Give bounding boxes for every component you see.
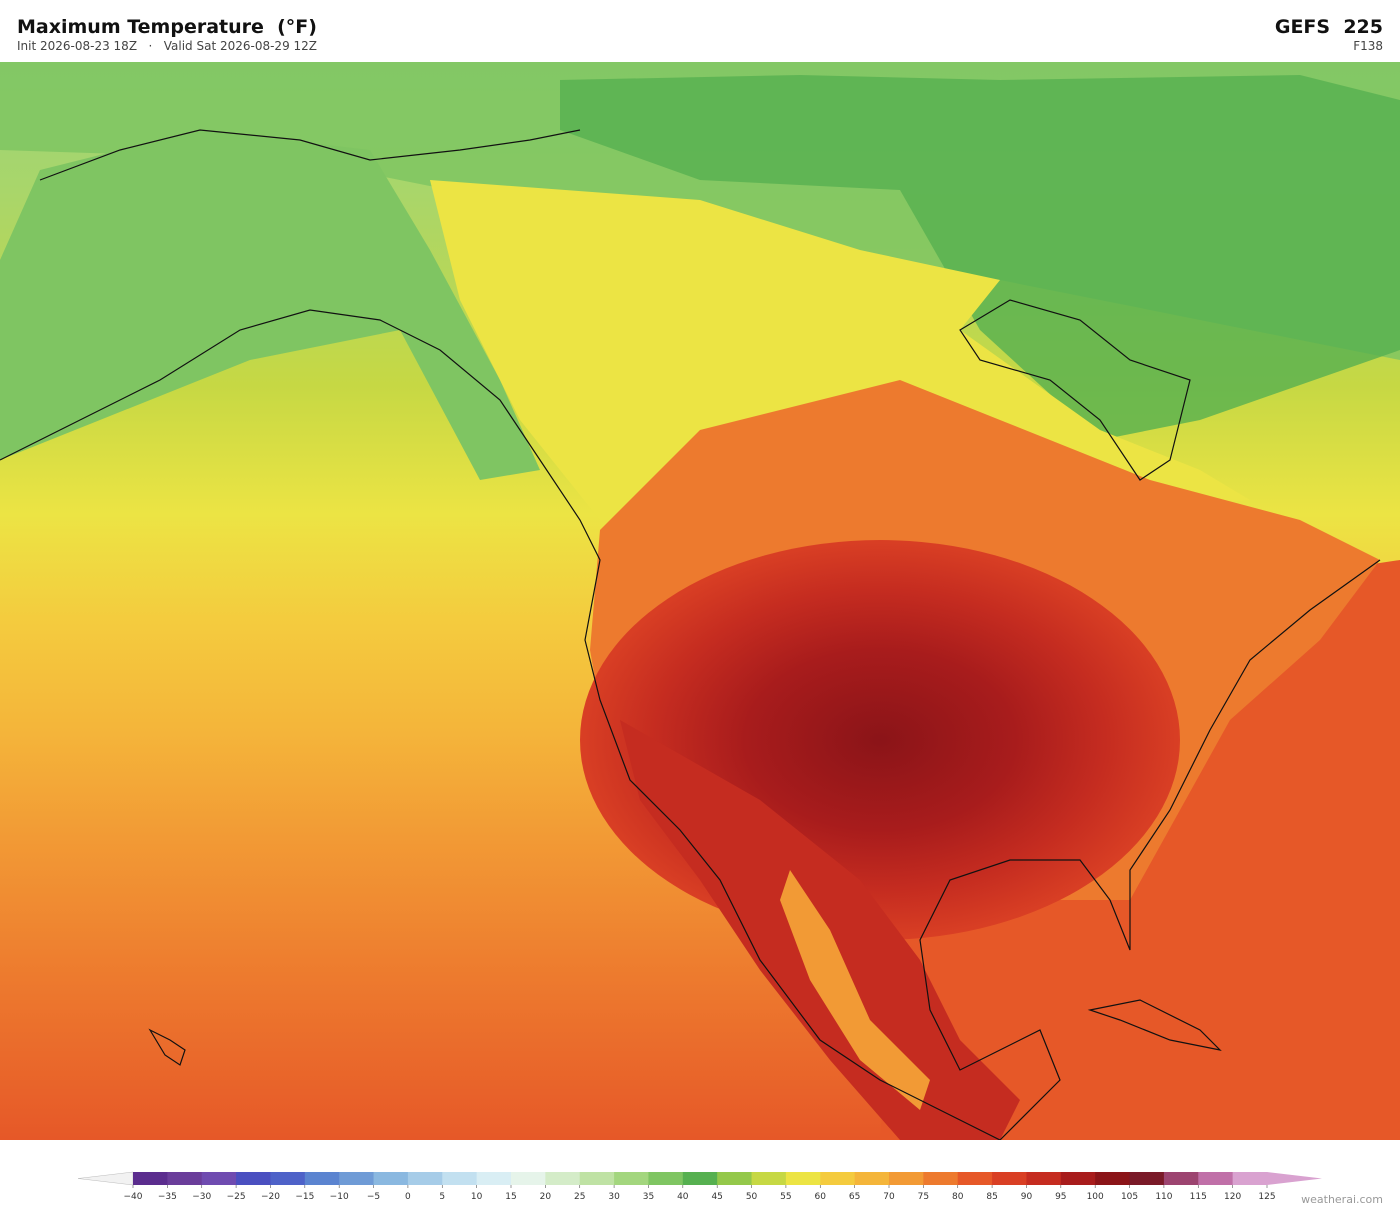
colorbar-swatch <box>201 1172 237 1185</box>
colorbar-swatch <box>1060 1172 1096 1185</box>
coastlines <box>0 129 1381 1140</box>
colorbar-swatch <box>133 1172 168 1185</box>
colorbar-tick-label: 40 <box>677 1192 689 1202</box>
colorbar-tick-label: −5 <box>367 1192 380 1202</box>
colorbar-swatch <box>1026 1172 1062 1185</box>
title: Maximum Temperature (°F) <box>17 16 317 38</box>
colorbar-tick-label: 70 <box>883 1192 895 1202</box>
colorbar-tick-label: −10 <box>330 1192 349 1202</box>
colorbar-swatch <box>889 1172 924 1185</box>
colorbar-swatch <box>1163 1172 1199 1185</box>
subtitle: Init 2026-08-23 18Z · Valid Sat 2026-08-… <box>17 39 318 53</box>
colorbar-swatch <box>923 1172 959 1185</box>
colorbar-tick-label: 85 <box>986 1192 997 1202</box>
colorbar-tick-label: −30 <box>192 1192 211 1202</box>
mexico-plateau <box>780 870 930 1110</box>
colorbar-under <box>77 1171 134 1186</box>
colorbar-swatch <box>579 1172 615 1185</box>
colorbar-swatch <box>992 1172 1027 1185</box>
canada-north-field <box>560 75 1400 440</box>
colorbar-swatch <box>648 1172 684 1185</box>
colorbar-swatch <box>1232 1172 1268 1185</box>
colorbar-tick-label: 90 <box>1021 1192 1033 1202</box>
colorbar-swatch <box>442 1172 478 1185</box>
colorbar-tick-label: 125 <box>1258 1192 1275 1202</box>
colorbar-swatch <box>545 1172 581 1185</box>
colorbar-tick-label: 20 <box>540 1192 552 1202</box>
heat-dome <box>580 540 1180 940</box>
colorbar-tick-label: 115 <box>1190 1192 1207 1202</box>
colorbar-tick-label: 50 <box>746 1192 758 1202</box>
colorbar-tick-label: 65 <box>849 1192 860 1202</box>
colorbar-swatch <box>304 1172 340 1185</box>
colorbar-tick-label: 35 <box>643 1192 654 1202</box>
colorbar-swatch <box>511 1172 546 1185</box>
colorbar-over <box>1267 1172 1322 1185</box>
colorbar-tick-label: −35 <box>158 1192 177 1202</box>
temperature-map <box>0 62 1400 1140</box>
colorbar-swatch <box>717 1172 753 1185</box>
credit: weatherai.com <box>1301 1193 1383 1206</box>
colorbar-tick-label: 15 <box>505 1192 516 1202</box>
colorbar-tick-label: 10 <box>471 1192 483 1202</box>
colorbar-tick-label: 80 <box>952 1192 964 1202</box>
colorbar-tick-label: 75 <box>918 1192 929 1202</box>
colorbar-swatch <box>957 1172 993 1185</box>
colorbar-swatch <box>373 1172 409 1185</box>
colorbar-tick-label: 60 <box>815 1192 827 1202</box>
colorbar-swatch <box>1198 1172 1234 1185</box>
colorbar-swatch <box>236 1172 271 1185</box>
colorbar-tick-label: −40 <box>124 1192 143 1202</box>
colorbar-tick-label: 95 <box>1055 1192 1066 1202</box>
colorbar-swatch <box>167 1172 203 1185</box>
colorbar: −40 −35 −30 −25 −20 −15 −10 −5 0 5 10 15 20 25 30 35 40 4… <box>77 1171 1322 1202</box>
colorbar-tick-label: −20 <box>261 1192 280 1202</box>
colorbar-tick-label: 30 <box>608 1192 620 1202</box>
colorbar-swatch <box>339 1172 375 1185</box>
forecast-step: F138 <box>1353 39 1383 53</box>
colorbar-swatch <box>407 1172 443 1185</box>
colorbar-swatch <box>751 1172 787 1185</box>
model-run: GEFS 225 <box>1274 16 1383 38</box>
colorbar-tick-label: 5 <box>439 1192 445 1202</box>
colorbar-tick-label: 120 <box>1224 1192 1241 1202</box>
colorbar-swatch <box>785 1172 821 1185</box>
colorbar-tick-label: 45 <box>711 1192 722 1202</box>
canada-south-field <box>430 180 1250 520</box>
colorbar-tick-label: 105 <box>1121 1192 1138 1202</box>
colorbar-swatch <box>1095 1172 1131 1185</box>
colorbar-tick-label: 100 <box>1087 1192 1104 1202</box>
colorbar-swatch <box>854 1172 890 1185</box>
colorbar-swatch <box>614 1172 649 1185</box>
colorbar-tick-label: 0 <box>405 1192 411 1202</box>
colorbar-tick-label: 110 <box>1155 1192 1172 1202</box>
colorbar-swatch <box>820 1172 856 1185</box>
colorbar-swatch <box>682 1172 718 1185</box>
colorbar-swatch <box>476 1172 512 1185</box>
colorbar-tick-label: 55 <box>780 1192 791 1202</box>
colorbar-swatch <box>1129 1172 1165 1185</box>
colorbar-swatch <box>270 1172 306 1185</box>
colorbar-tick-label: −25 <box>227 1192 246 1202</box>
colorbar-tick-label: −15 <box>295 1192 314 1202</box>
colorbar-tick-label: 25 <box>574 1192 585 1202</box>
